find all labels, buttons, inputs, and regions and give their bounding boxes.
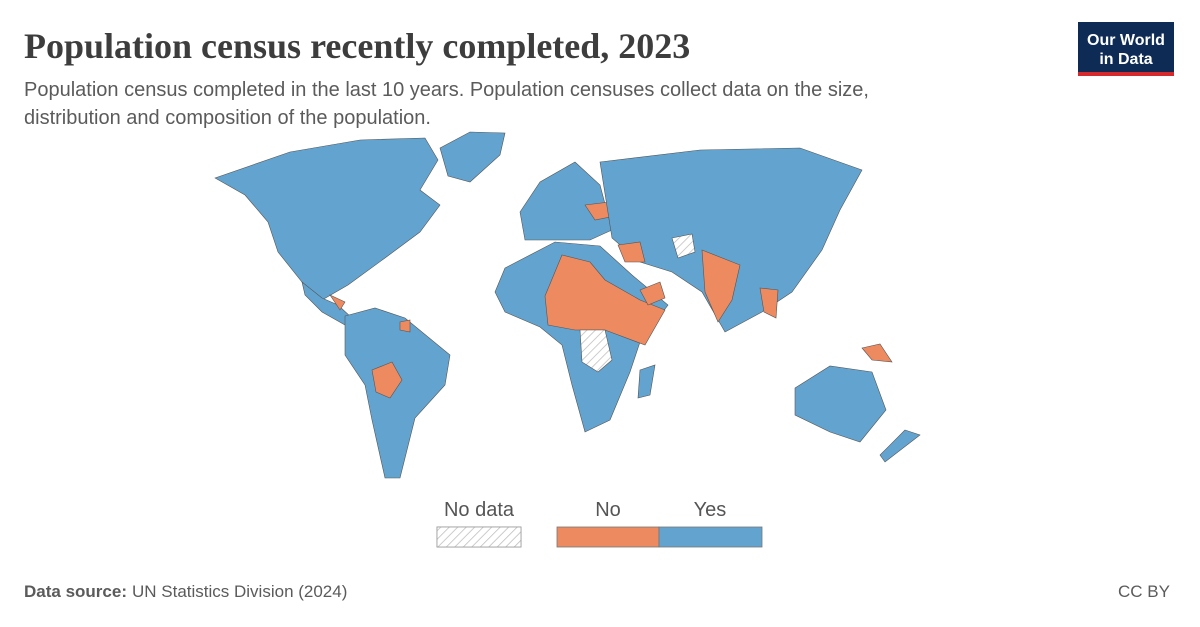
- source-label: Data source:: [24, 582, 127, 601]
- region: [371, 361, 403, 399]
- region: [579, 329, 613, 373]
- subtitle: distribution and composition of the popu…: [24, 107, 431, 129]
- region: [637, 364, 656, 399]
- region: [519, 161, 613, 241]
- region: [329, 294, 346, 311]
- logo-bar: [1078, 72, 1174, 76]
- logo-bg: [1078, 22, 1174, 74]
- region: [879, 429, 921, 463]
- region: [439, 131, 506, 183]
- region: [671, 233, 696, 259]
- subtitle: Population census completed in the last …: [24, 79, 869, 101]
- license: CC BY: [1118, 582, 1170, 601]
- logo-text: Our World: [1087, 32, 1165, 49]
- region: [639, 281, 666, 306]
- region: [544, 254, 666, 346]
- legend-hatch: [436, 526, 522, 548]
- logo[interactable]: Our World in Data: [1078, 22, 1174, 76]
- title: Population census recently completed, 20…: [24, 26, 690, 66]
- logo-text: in Data: [1099, 51, 1152, 68]
- legend-swatch: [658, 526, 763, 548]
- region: [861, 343, 893, 363]
- legend: No data No Yes: [436, 499, 763, 548]
- region: [214, 137, 441, 301]
- source: Data source: UN Statistics Division (2024…: [24, 582, 347, 601]
- region: [759, 287, 779, 319]
- legend-swatch: [556, 526, 660, 548]
- region: [344, 307, 451, 479]
- source-text: UN Statistics Division (2024): [132, 582, 347, 601]
- legend-label: No data: [444, 499, 515, 521]
- world-map: [214, 131, 921, 479]
- region: [617, 241, 646, 263]
- region: [701, 249, 741, 323]
- region: [399, 319, 411, 333]
- legend-label: Yes: [694, 499, 727, 521]
- legend-label: No: [595, 499, 621, 521]
- region: [794, 365, 887, 443]
